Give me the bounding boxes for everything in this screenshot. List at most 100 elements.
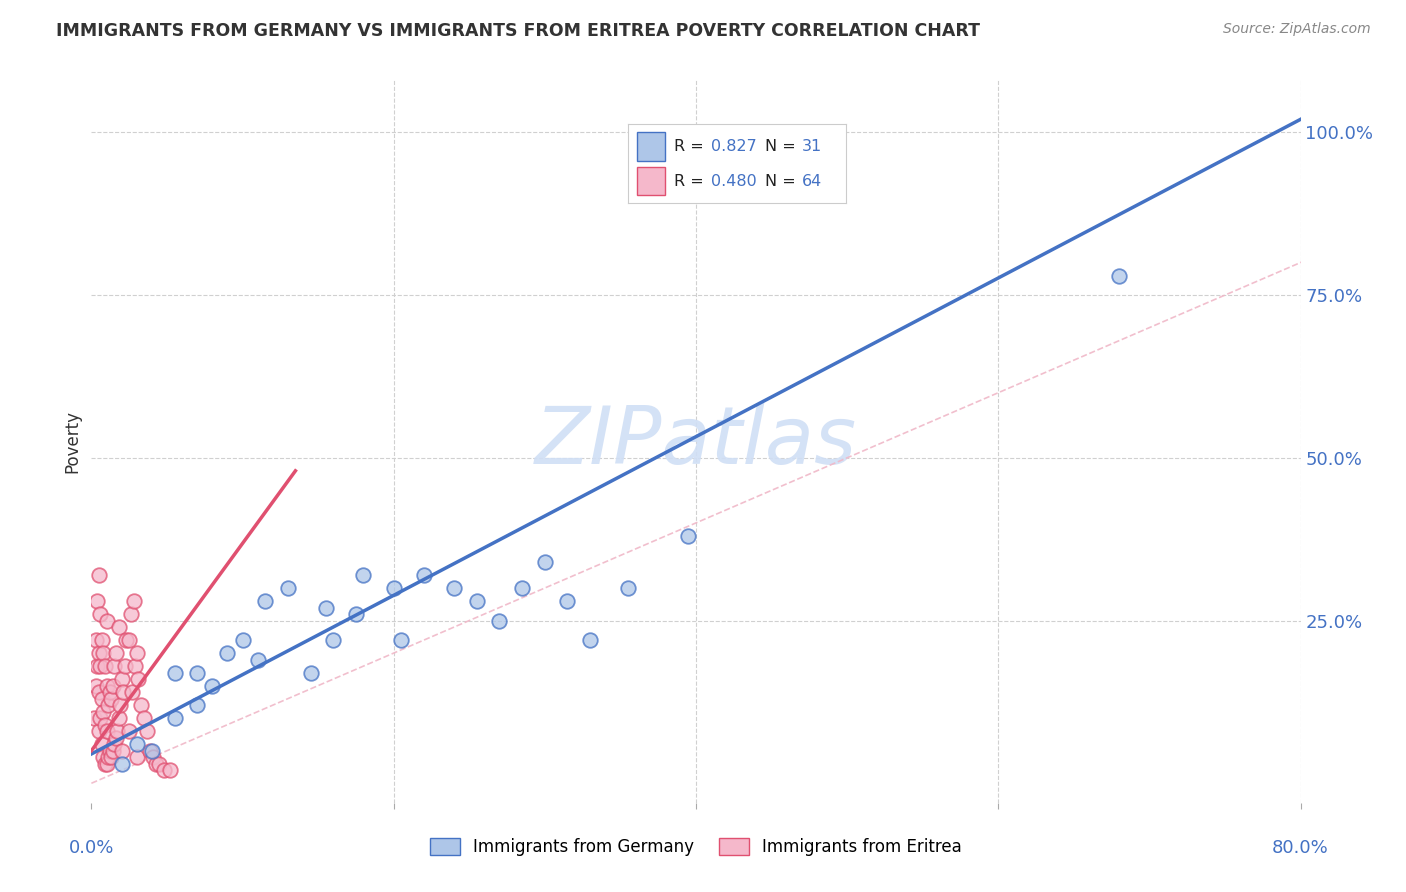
Point xyxy=(254,594,277,608)
Text: 0.480: 0.480 xyxy=(711,174,756,188)
Text: 80.0%: 80.0% xyxy=(1272,838,1329,856)
Point xyxy=(104,646,127,660)
Point xyxy=(510,581,533,595)
Point xyxy=(148,756,170,771)
Text: N =: N = xyxy=(765,174,801,188)
Point xyxy=(105,724,128,739)
Point xyxy=(86,594,108,608)
Point xyxy=(103,737,125,751)
Point xyxy=(111,756,132,771)
Text: IMMIGRANTS FROM GERMANY VS IMMIGRANTS FROM ERITREA POVERTY CORRELATION CHART: IMMIGRANTS FROM GERMANY VS IMMIGRANTS FR… xyxy=(56,22,980,40)
Point xyxy=(87,685,110,699)
Point xyxy=(125,750,148,764)
FancyBboxPatch shape xyxy=(637,132,665,161)
Point xyxy=(96,679,118,693)
Point xyxy=(145,756,167,771)
Point xyxy=(111,744,132,758)
Point xyxy=(91,691,114,706)
Point xyxy=(118,724,141,739)
Point xyxy=(97,750,120,764)
Point xyxy=(217,646,239,660)
Text: Source: ZipAtlas.com: Source: ZipAtlas.com xyxy=(1223,22,1371,37)
Point xyxy=(91,633,114,648)
Point xyxy=(104,731,127,745)
Point xyxy=(101,679,124,693)
Point xyxy=(163,665,186,680)
Point xyxy=(465,594,488,608)
Point xyxy=(322,633,344,648)
Point xyxy=(93,705,115,719)
Point xyxy=(112,685,135,699)
Point xyxy=(115,633,138,648)
Legend: Immigrants from Germany, Immigrants from Eritrea: Immigrants from Germany, Immigrants from… xyxy=(423,831,969,863)
Point xyxy=(125,646,148,660)
Point xyxy=(246,652,269,666)
Point xyxy=(299,665,322,680)
Point xyxy=(108,698,131,713)
Point xyxy=(413,568,436,582)
Point xyxy=(107,620,129,634)
Point xyxy=(443,581,465,595)
Point xyxy=(201,679,224,693)
Point xyxy=(118,633,141,648)
Point xyxy=(97,698,120,713)
Point xyxy=(89,711,111,725)
Point xyxy=(579,633,602,648)
Y-axis label: Poverty: Poverty xyxy=(63,410,82,473)
Point xyxy=(139,744,162,758)
Point xyxy=(94,756,117,771)
Point xyxy=(98,744,121,758)
Point xyxy=(344,607,367,621)
Point xyxy=(121,685,143,699)
Point xyxy=(352,568,374,582)
Point xyxy=(91,737,114,751)
Point xyxy=(142,750,165,764)
Point xyxy=(127,672,149,686)
Text: N =: N = xyxy=(765,139,801,153)
Point xyxy=(231,633,253,648)
Text: 31: 31 xyxy=(803,139,823,153)
Point xyxy=(103,659,125,673)
Point xyxy=(389,633,412,648)
Point xyxy=(125,737,148,751)
Text: R =: R = xyxy=(673,174,709,188)
Point xyxy=(382,581,405,595)
Point xyxy=(533,555,555,569)
Point xyxy=(107,711,129,725)
Point xyxy=(96,724,118,739)
Point xyxy=(136,724,159,739)
Point xyxy=(557,594,579,608)
Point xyxy=(89,659,111,673)
Point xyxy=(159,764,181,778)
Point xyxy=(94,717,117,731)
Text: 64: 64 xyxy=(803,174,823,188)
Point xyxy=(89,607,111,621)
Point xyxy=(617,581,640,595)
Point xyxy=(186,698,208,713)
Point xyxy=(678,529,700,543)
Point xyxy=(96,614,118,628)
Point xyxy=(129,698,152,713)
Point xyxy=(93,646,115,660)
Point xyxy=(84,679,107,693)
Point xyxy=(84,633,107,648)
Text: R =: R = xyxy=(673,139,709,153)
Point xyxy=(1108,268,1130,283)
Point xyxy=(114,659,136,673)
Point xyxy=(277,581,299,595)
Point xyxy=(86,659,108,673)
Point xyxy=(315,600,337,615)
FancyBboxPatch shape xyxy=(637,167,665,195)
Text: 0.827: 0.827 xyxy=(711,139,756,153)
Point xyxy=(186,665,208,680)
Point xyxy=(98,685,121,699)
Point xyxy=(93,750,115,764)
Point xyxy=(120,607,142,621)
Point xyxy=(87,568,110,582)
Point xyxy=(124,659,146,673)
Point xyxy=(83,711,105,725)
Text: 0.0%: 0.0% xyxy=(69,838,114,856)
Point xyxy=(163,711,186,725)
Point xyxy=(101,744,124,758)
Point xyxy=(94,659,117,673)
